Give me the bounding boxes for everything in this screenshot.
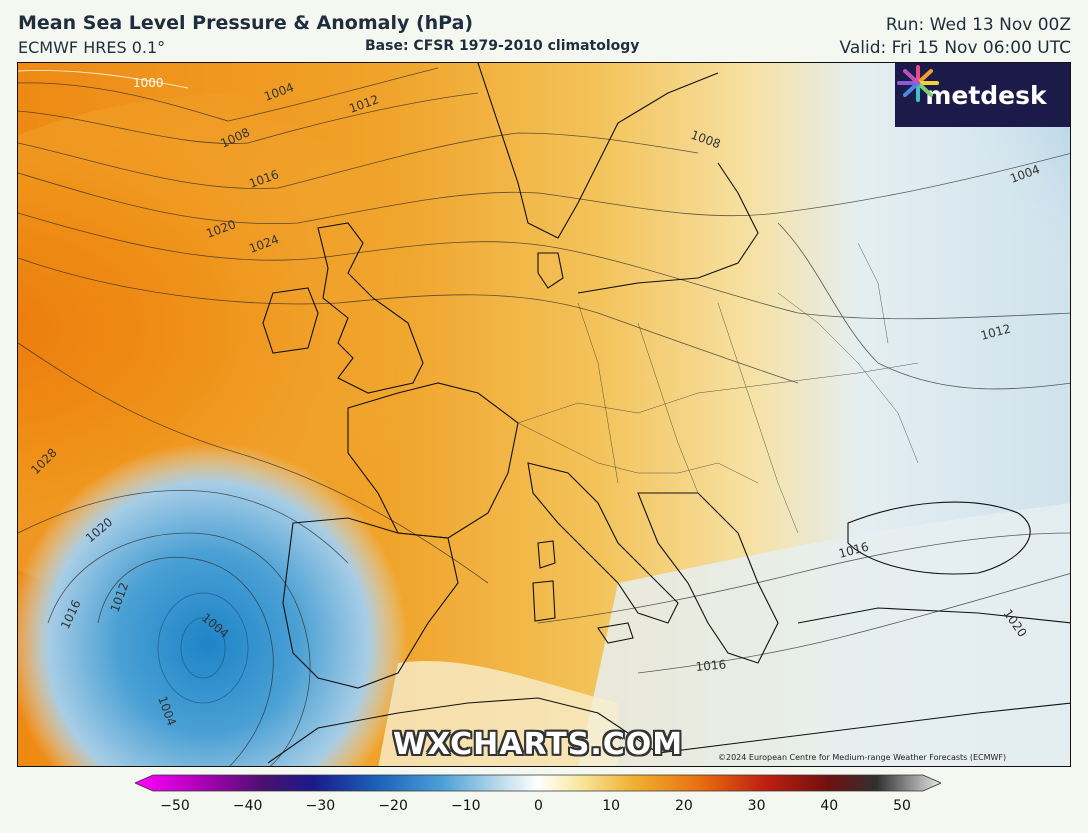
colorbar-tick-label: 0 (534, 798, 543, 814)
run-time-label: Run: Wed 13 Nov 00Z (885, 15, 1071, 35)
ecmwf-copyright: ©2024 European Centre for Medium-range W… (718, 753, 1007, 762)
climatology-base-label: Base: CFSR 1979-2010 climatology (365, 38, 640, 54)
metdesk-burst-icon (897, 65, 939, 102)
colorbar-tick-label: −50 (160, 798, 190, 814)
wxcharts-watermark: WXCHARTS.COM (393, 727, 684, 762)
colorbar-tick-label: 20 (674, 798, 693, 814)
colorbar-tick-label: −10 (451, 798, 481, 814)
metdesk-logo-text: metdesk (925, 80, 1047, 110)
valid-time-label: Valid: Fri 15 Nov 06:00 UTC (839, 38, 1071, 58)
colorbar-tick-label: 50 (893, 798, 911, 814)
isobar-label: 1016 (695, 657, 727, 674)
colorbar-tick-label: −40 (232, 798, 263, 814)
colorbar-tick-label: −20 (378, 798, 408, 814)
colorbar-tick-label: −30 (305, 798, 336, 814)
isobar-label: 1000 (133, 76, 164, 90)
pressure-anomaly-map[interactable]: 1000 1004 1008 1012 1016 1020 1024 1028 … (17, 62, 1071, 767)
anomaly-colorbar (135, 774, 941, 792)
chart-title: Mean Sea Level Pressure & Anomaly (hPa) (18, 12, 474, 34)
model-label: ECMWF HRES 0.1° (18, 38, 166, 57)
metdesk-logo: metdesk (895, 63, 1070, 127)
colorbar-tick-label: 30 (747, 798, 766, 814)
map-canvas: 1000 1004 1008 1012 1016 1020 1024 1028 … (18, 63, 1070, 766)
colorbar-tick-label: 40 (820, 798, 839, 814)
colorbar-tick-label: 10 (602, 798, 621, 814)
